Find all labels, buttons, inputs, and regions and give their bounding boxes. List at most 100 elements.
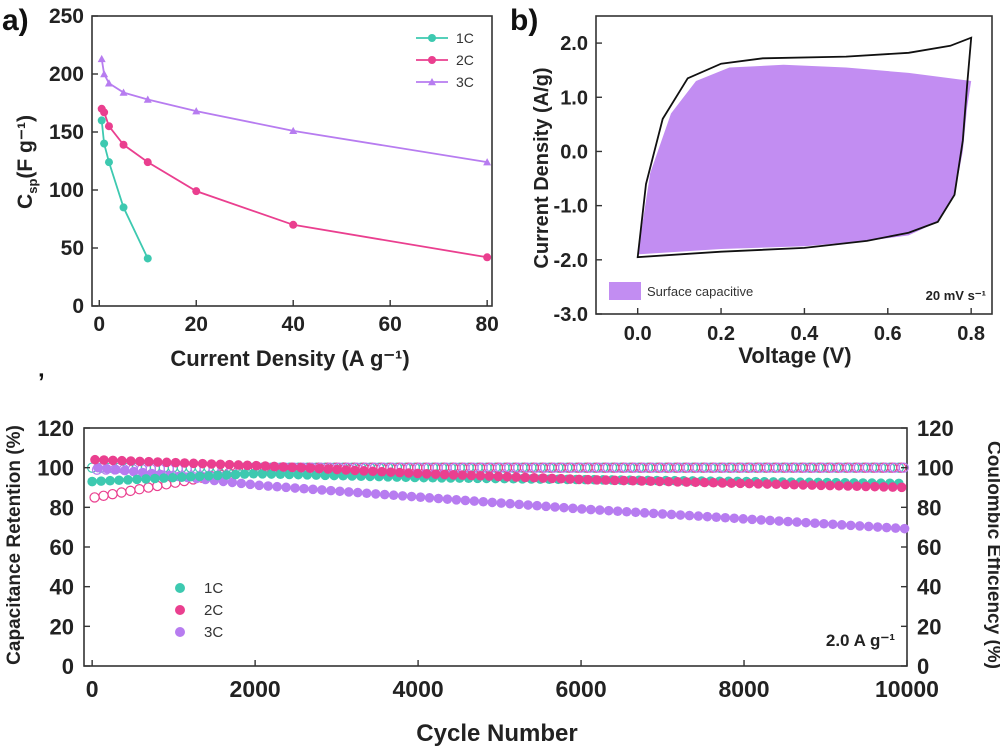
panel-c-retention-point-3C (837, 520, 847, 530)
panel-c-retention-point-2C (636, 476, 647, 486)
panel-a-legend-label: 3C (456, 74, 474, 90)
panel-b-legend-swatch (609, 282, 641, 300)
panel-c-retention-point-2C (377, 466, 387, 477)
panel-c-retention-point-3C (586, 504, 596, 515)
panel-c-retention-point-3C (666, 509, 677, 520)
panel-c-retention-point-2C (233, 460, 244, 470)
panel-c-xtick-label: 10000 (875, 676, 939, 702)
panel-c-retention-point-2C (90, 454, 100, 465)
panel-c-retention-point-2C (699, 477, 710, 488)
panel-c-retention-point-3C (236, 478, 247, 489)
panel-c-retention-point-1C (239, 469, 250, 479)
panel-c-retention-point-3C (388, 490, 399, 501)
panel-c-retention-point-3C (720, 512, 731, 523)
panel-a-xtick-label: 40 (282, 313, 305, 336)
panel-b-cv-curve (636, 36, 973, 259)
panel-c-xtick-label: 8000 (718, 676, 769, 702)
panel-c-retention-point-2C (798, 480, 808, 490)
panel-c-retention-point-3C (828, 519, 838, 530)
panel-c-tag: ʼ (38, 369, 45, 396)
panel-c-retention-point-2C (341, 465, 351, 475)
panel-c-retention-point-2C (843, 481, 853, 491)
panel-a-point-3C (192, 107, 201, 115)
panel-c-retention-point-3C (352, 487, 363, 498)
panel-c-retention-point-3C (290, 483, 300, 493)
panel-c-legend: 1C 2C 3C (175, 580, 223, 641)
panel-a-legend-marker (428, 34, 436, 42)
panel-b-tag: b) (510, 4, 538, 37)
panel-c-xtick-label: 2000 (230, 676, 281, 702)
panel-a-ylabel-rest: (F g⁻¹) (14, 115, 37, 179)
panel-c-retention-point-3C (397, 491, 408, 501)
panel-c-retention-point-2C (287, 462, 297, 473)
panel-c-retention-point-3C (335, 486, 345, 497)
panel-c-retention-point-3C (819, 518, 829, 529)
panel-c-retention-point-2C (520, 472, 531, 483)
panel-b-frame (595, 15, 993, 315)
panel-c-retention-point-3C (568, 503, 578, 514)
panel-c-retention-point-3C (308, 484, 318, 495)
panel-a-legend: 1C 2C 3C (416, 30, 474, 90)
panel-a-ylabel: Csp(F g⁻¹) (14, 115, 40, 209)
panel-a-xtick-label: 80 (475, 313, 498, 336)
panel-c-retention-point-2C (296, 462, 306, 473)
panel-c-retention-point-2C (538, 473, 548, 483)
panel-c-retention-point-2C (117, 455, 127, 466)
panel-c-retention-point-3C (102, 463, 112, 474)
panel-c-retention-point-3C (245, 479, 256, 490)
panel-c-retention-point-2C (251, 460, 262, 471)
panel-a-point-1C (97, 116, 106, 125)
panel-b-ytick-label: -2.0 (554, 250, 588, 272)
panel-b-xtick-label: 0.4 (791, 323, 820, 345)
panel-c-retention-point-1C (257, 468, 268, 479)
panel-c-retention-point-3C (639, 508, 650, 518)
panel-a-series-line-3C (100, 58, 488, 164)
panel-c-retention-point-2C (224, 459, 235, 470)
panel-c-ylabel-right: Coulombic Efficiency (%) (983, 441, 1000, 669)
panel-c-chart: 0 2000 4000 6000 8000 10000 0 20 40 60 80 100 120 0… (4, 416, 1000, 747)
panel-b-annotation: 20 mV s⁻¹ (926, 288, 986, 303)
panel-a-legend-label: 1C (456, 30, 474, 46)
panel-c-retention-point-3C (612, 506, 623, 517)
panel-c-retention-point-2C (108, 455, 118, 466)
panel-c-retention-point-1C (194, 471, 205, 482)
panel-a-ytick-label: 50 (61, 237, 84, 260)
panel-c-ytick-right-label: 40 (917, 575, 941, 600)
panel-c-retention-point-2C (547, 473, 557, 484)
panel-a-ytick-label: 150 (49, 121, 84, 144)
panel-c-legend-label: 1C (204, 580, 223, 597)
panel-c-retention-point-3C (747, 514, 757, 525)
panel-c-retention-point-3C (756, 515, 766, 525)
panel-c-retention-point-2C (412, 468, 423, 479)
panel-a-xtick-label: 20 (185, 313, 208, 336)
panel-a-xlabel: Current Density (A g⁻¹) (170, 346, 409, 371)
panel-c-retention-point-1C (87, 476, 97, 487)
panel-a-point-3C (289, 126, 298, 135)
panel-c-retention-point-1C (176, 472, 187, 482)
panel-c-ytick-right-label: 100 (917, 456, 954, 481)
panel-c-retention-point-2C (878, 482, 889, 492)
panel-c-retention-point-2C (403, 468, 414, 478)
panel-c-efficiency-point-2C (134, 484, 145, 495)
panel-a-point-2C (119, 140, 128, 149)
panel-c-retention-point-3C (630, 507, 641, 518)
panel-c-retention-point-3C (505, 498, 515, 509)
panel-c-retention-point-3C (442, 494, 453, 504)
panel-c-retention-point-2C (807, 480, 817, 490)
panel-c-retention-point-2C (260, 461, 271, 471)
panel-a-point-1C (143, 254, 152, 263)
panel-b-ytick-label: 1.0 (560, 87, 588, 109)
panel-c-retention-point-1C (221, 470, 232, 480)
panel-b-ytick-label: -3.0 (554, 304, 588, 326)
panel-c-retention-point-2C (780, 479, 790, 490)
panel-c-retention-point-2C (619, 475, 629, 486)
panel-c-retention-point-2C (896, 482, 907, 493)
panel-c-retention-point-3C (648, 508, 659, 519)
panel-a-point-3C (119, 88, 128, 96)
panel-a-ytick-label: 0 (72, 295, 84, 318)
panel-c-retention-point-2C (654, 476, 665, 487)
panel-c-ytick-label: 0 (62, 654, 74, 679)
panel-c-retention-point-2C (870, 481, 880, 492)
panel-c-xtick-label: 6000 (555, 676, 606, 702)
panel-c-retention-point-2C (359, 466, 369, 476)
